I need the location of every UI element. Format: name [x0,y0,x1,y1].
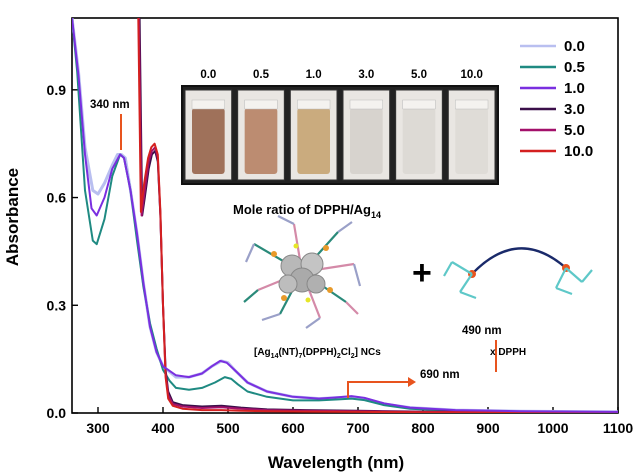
vial-solution-3.0 [350,108,383,174]
legend: 0.0 0.5 1.0 3.0 5.0 10.0 [520,38,593,160]
vial-cap-0.5 [244,99,278,110]
y-tick-label: 0.3 [47,297,67,313]
annotation-490: 490 nm [462,325,502,372]
annotation-690-label: 690 nm [420,369,460,381]
legend-label-1.0: 1.0 [564,80,585,97]
vial-label: 10.0 [460,69,482,81]
y-tick-label: 0.9 [47,82,67,98]
legend-label-10.0: 10.0 [564,143,593,160]
legend-label-0.0: 0.0 [564,38,585,55]
series-line-0.5 [72,18,618,413]
vial-label: 0.0 [200,69,216,81]
annotation-690: 690 nm [347,369,460,398]
vial-label: 3.0 [358,69,374,81]
y-tick-label: 0.6 [47,190,67,206]
vial-cap-0.0 [191,99,225,110]
x-tick-label: 700 [346,420,370,436]
ligand-label: x DPPH [490,347,526,358]
annotation-490-label: 490 nm [462,325,502,337]
vial-cap-5.0 [402,99,436,110]
vial-solution-1.0 [297,108,330,174]
y-tick-label: 0.0 [47,405,67,421]
series-layer [72,18,618,413]
vial-caption: Mole ratio of DPPH/Ag14 [233,202,381,220]
x-tick-label: 500 [216,420,240,436]
legend-label-0.5: 0.5 [564,59,585,76]
nanocluster-structure [243,215,362,329]
x-tick-label: 300 [86,420,110,436]
vial-label: 1.0 [306,69,322,81]
vial-label: 5.0 [411,69,427,81]
vial-solution-5.0 [402,108,436,174]
vial-cap-10.0 [455,99,489,110]
vials [184,89,496,181]
plus-sign: + [412,254,432,292]
x-tick-label: 800 [411,420,435,436]
annotation-690-arrowhead [408,377,416,387]
x-tick-label: 600 [281,420,305,436]
legend-label-5.0: 5.0 [564,122,585,139]
vial-photo-inset: 0.0 0.5 1.0 3.0 5.0 10.0 Mole ratio of DPPH/A… [181,69,499,220]
legend-label-3.0: 3.0 [564,101,585,118]
annotation-690-arrow [347,381,408,398]
vial-solution-0.5 [244,108,278,174]
annotation-340: 340 nm [90,99,130,150]
plot-frame [71,17,619,414]
x-tick-label: 400 [151,420,175,436]
cluster-label: [Ag14(NT)7(DPPH)2Cl2] NCs [254,347,381,360]
vial-cap-1.0 [297,99,331,110]
vial-photo-frame [181,85,499,185]
vial-solution-0.0 [192,108,225,174]
vial-cap-3.0 [349,99,383,110]
annotation-340-label: 340 nm [90,99,130,111]
vial-labels: 0.0 0.5 1.0 3.0 5.0 10.0 [200,69,483,81]
x-tick-label: 1100 [603,420,634,436]
x-tick-label: 1000 [537,420,568,436]
y-axis: 0.0 0.3 0.6 0.9 [47,82,78,421]
dpph-ligand-structure [443,247,593,300]
series-line-1.0 [72,18,618,413]
x-tick-label: 900 [476,420,500,436]
vial-label: 0.5 [253,69,270,81]
vial-solution-10.0 [455,108,488,174]
x-axis-title: Wavelength (nm) [268,453,404,472]
y-axis-title: Absorbance [3,168,22,266]
series-line-10.0 [137,18,618,413]
